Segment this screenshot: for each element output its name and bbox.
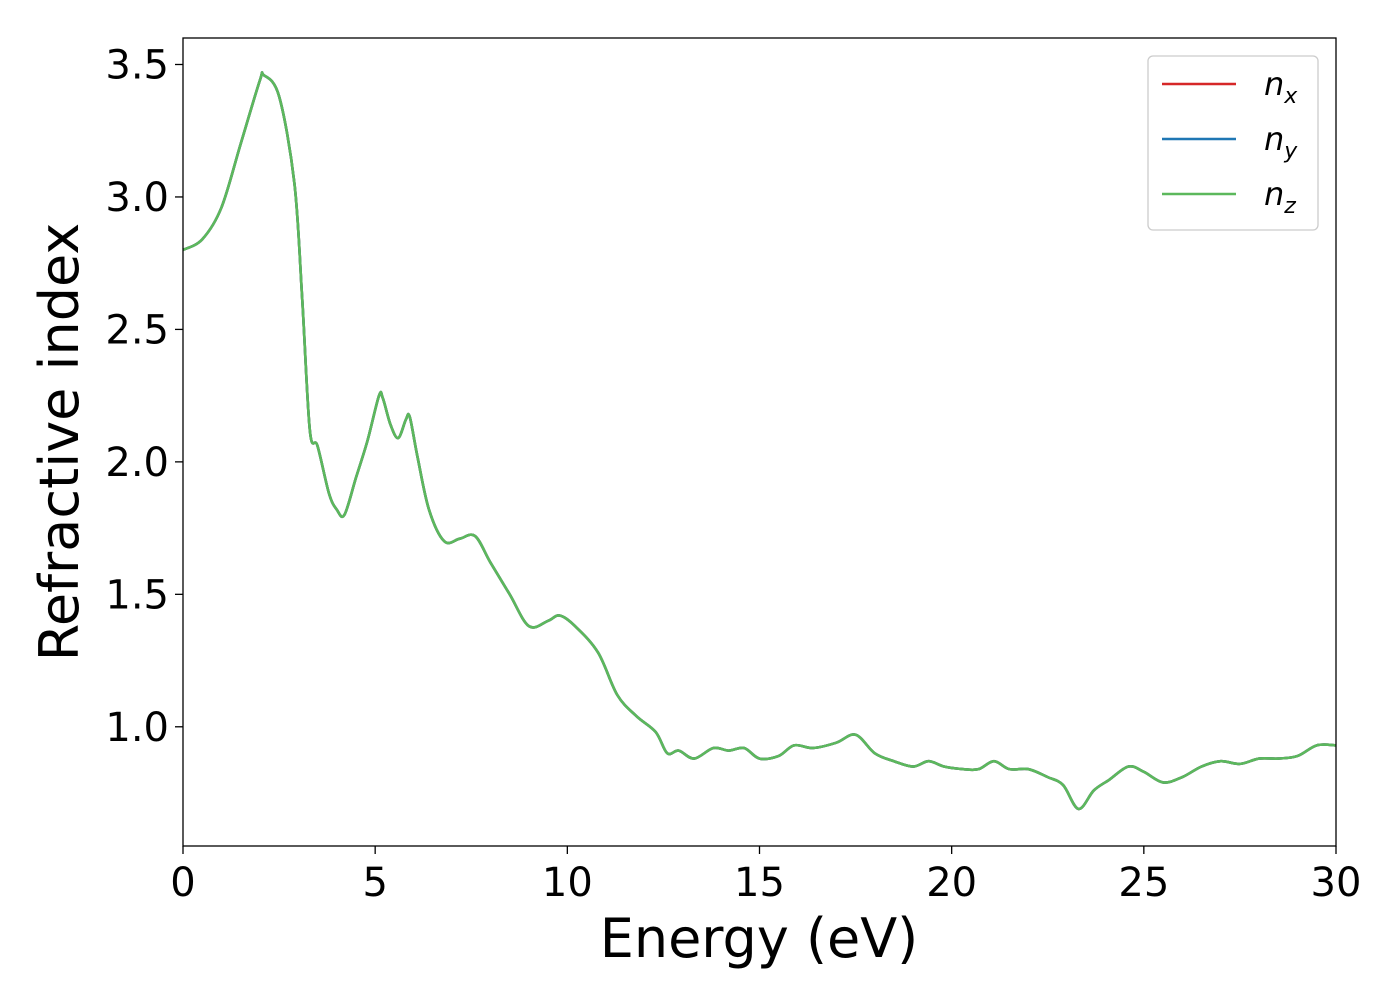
x-tick-label: 30: [1311, 860, 1362, 906]
y-tick-label: 3.0: [105, 175, 169, 221]
legend: nx ny nz: [1147, 55, 1319, 231]
x-tick-label: 0: [170, 860, 195, 906]
x-tick-label: 15: [734, 860, 785, 906]
x-axis-ticks: 0 5 10 15 20 25 30: [170, 846, 1361, 906]
y-axis-label: Refractive index: [28, 223, 91, 662]
y-tick-label: 2.0: [105, 440, 169, 486]
x-axis-label: Energy (eV): [600, 907, 919, 970]
x-tick-label: 10: [542, 860, 593, 906]
legend-label-n_x: nx: [1264, 65, 1298, 109]
legend-label-n_z: nz: [1264, 175, 1296, 219]
y-tick-label: 1.0: [105, 705, 169, 751]
series-line-n_z: [182, 71, 1337, 811]
x-tick-label: 25: [1118, 860, 1169, 906]
y-tick-label: 2.5: [105, 307, 169, 353]
legend-frame: [1147, 55, 1319, 231]
y-axis-ticks: 1.0 1.5 2.0 2.5 3.0 3.5: [105, 42, 183, 751]
y-tick-label: 3.5: [105, 42, 169, 88]
x-tick-label: 20: [926, 860, 977, 906]
x-tick-label: 5: [362, 860, 387, 906]
series-layer: [182, 71, 1337, 811]
legend-label-n_y: ny: [1264, 120, 1298, 164]
y-tick-label: 1.5: [105, 572, 169, 618]
